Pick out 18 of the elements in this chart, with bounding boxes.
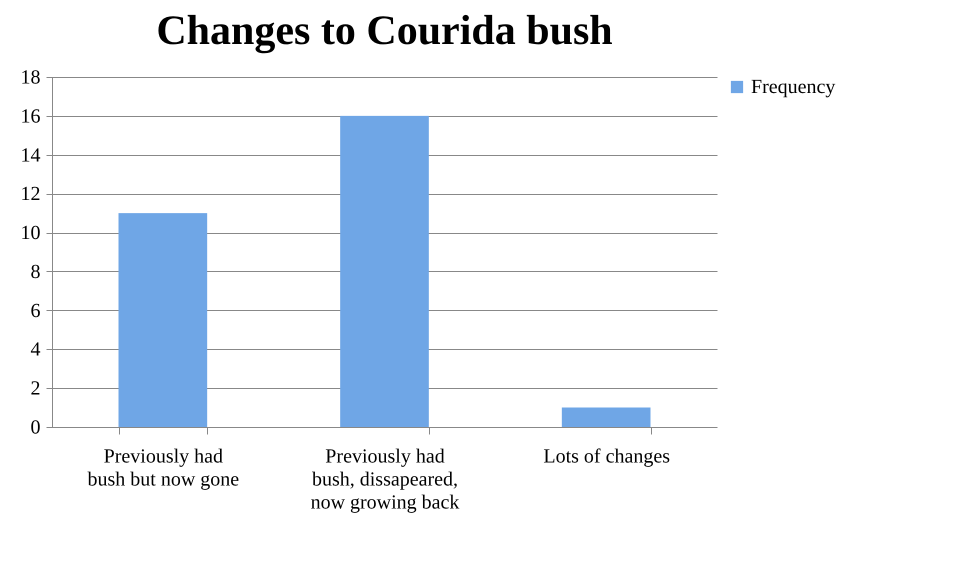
y-tick-label: 6 xyxy=(30,300,40,322)
y-tick-label: 14 xyxy=(20,144,40,166)
y-tick-label: 12 xyxy=(20,183,40,206)
y-tick-label: 18 xyxy=(20,66,40,88)
x-tick-label: Lots of changes xyxy=(543,446,670,468)
legend-label: Frequency xyxy=(751,76,836,98)
bar xyxy=(340,116,429,427)
bar xyxy=(118,213,208,427)
y-tick-label: 0 xyxy=(30,416,40,438)
x-tick-label: Previously had bush, dissapeared, now growing back xyxy=(310,446,460,514)
y-tick-label: 2 xyxy=(30,378,40,400)
y-tick-label: 16 xyxy=(20,105,40,128)
y-tick-label: 8 xyxy=(30,260,40,283)
chart-title: Changes to Courida bush xyxy=(156,8,613,54)
x-tick-label: Previously had bush but now gone xyxy=(87,446,240,490)
y-tick-label: 4 xyxy=(30,338,40,361)
y-tick-label: 10 xyxy=(20,222,40,244)
bar xyxy=(562,408,650,427)
